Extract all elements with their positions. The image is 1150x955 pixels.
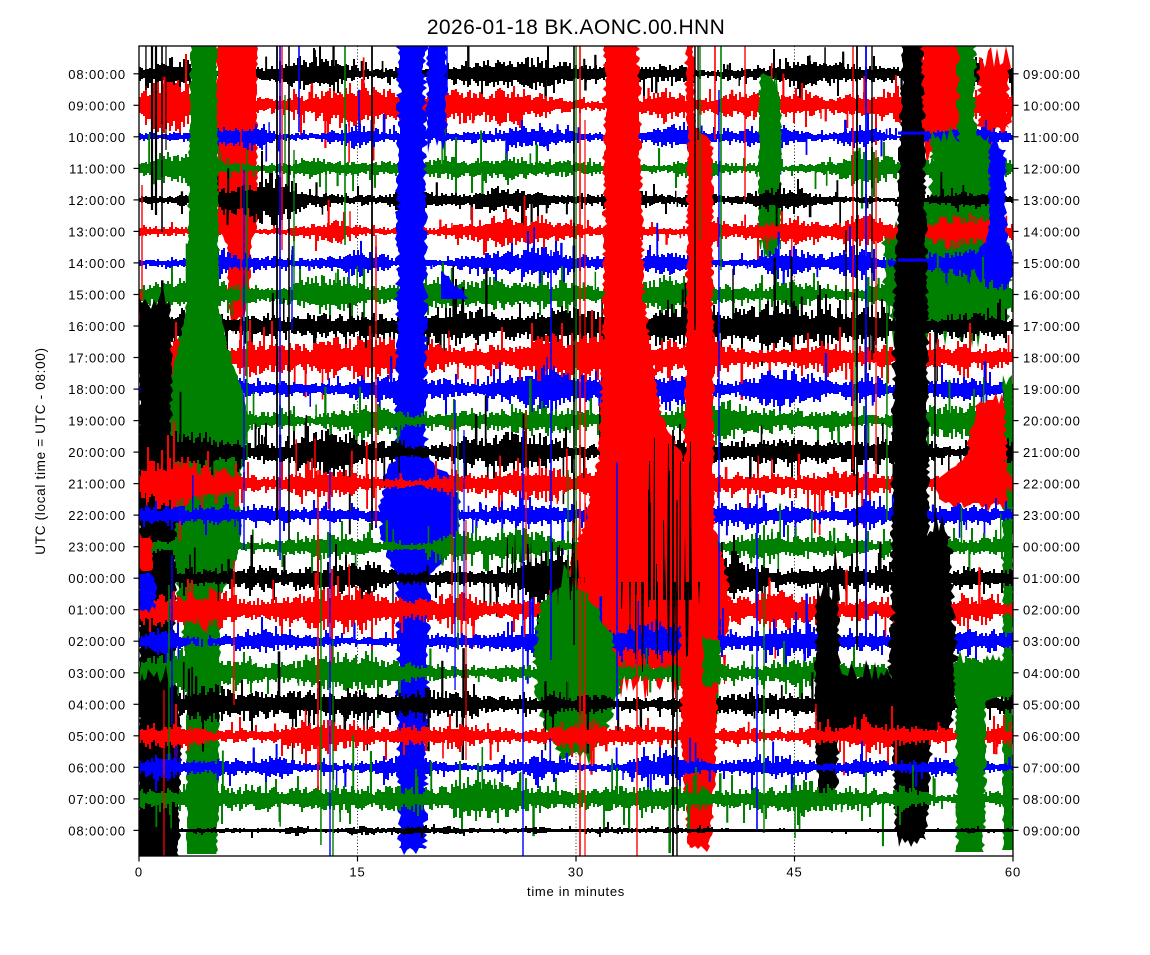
svg-text:06:00:00: 06:00:00	[1023, 729, 1081, 744]
svg-text:11:00:00: 11:00:00	[1023, 130, 1080, 145]
svg-text:01:00:00: 01:00:00	[68, 603, 126, 618]
svg-text:07:00:00: 07:00:00	[1023, 760, 1081, 775]
svg-text:06:00:00: 06:00:00	[68, 760, 126, 775]
svg-text:21:00:00: 21:00:00	[68, 477, 126, 492]
svg-text:13:00:00: 13:00:00	[1023, 193, 1081, 208]
svg-text:UTC (local time = UTC - 08:00): UTC (local time = UTC - 08:00)	[33, 347, 48, 554]
svg-text:17:00:00: 17:00:00	[1023, 319, 1081, 334]
svg-text:10:00:00: 10:00:00	[68, 130, 126, 145]
svg-text:17:00:00: 17:00:00	[68, 351, 126, 366]
svg-text:16:00:00: 16:00:00	[68, 319, 126, 334]
svg-text:09:00:00: 09:00:00	[1023, 823, 1081, 838]
svg-text:22:00:00: 22:00:00	[68, 508, 126, 523]
svg-text:0: 0	[135, 865, 143, 880]
svg-text:01:00:00: 01:00:00	[1023, 571, 1081, 586]
svg-text:23:00:00: 23:00:00	[68, 540, 126, 555]
svg-text:03:00:00: 03:00:00	[68, 666, 126, 681]
svg-text:18:00:00: 18:00:00	[1023, 351, 1081, 366]
svg-text:20:00:00: 20:00:00	[68, 445, 126, 460]
svg-text:19:00:00: 19:00:00	[68, 414, 126, 429]
svg-text:10:00:00: 10:00:00	[1023, 98, 1081, 113]
svg-text:08:00:00: 08:00:00	[68, 67, 126, 82]
svg-text:time in minutes: time in minutes	[527, 884, 625, 899]
svg-text:05:00:00: 05:00:00	[1023, 697, 1081, 712]
svg-text:45: 45	[786, 865, 802, 880]
svg-text:14:00:00: 14:00:00	[68, 256, 126, 271]
svg-text:30: 30	[568, 865, 584, 880]
svg-text:15:00:00: 15:00:00	[68, 288, 126, 303]
svg-text:19:00:00: 19:00:00	[1023, 382, 1081, 397]
svg-text:20:00:00: 20:00:00	[1023, 414, 1081, 429]
svg-text:09:00:00: 09:00:00	[68, 98, 126, 113]
svg-text:13:00:00: 13:00:00	[68, 224, 126, 239]
svg-text:22:00:00: 22:00:00	[1023, 477, 1081, 492]
svg-text:00:00:00: 00:00:00	[1023, 540, 1081, 555]
svg-text:21:00:00: 21:00:00	[1023, 445, 1081, 460]
svg-text:08:00:00: 08:00:00	[68, 823, 126, 838]
svg-text:07:00:00: 07:00:00	[68, 792, 126, 807]
svg-text:15:00:00: 15:00:00	[1023, 256, 1081, 271]
svg-text:02:00:00: 02:00:00	[1023, 603, 1081, 618]
svg-text:00:00:00: 00:00:00	[68, 571, 126, 586]
svg-text:14:00:00: 14:00:00	[1023, 224, 1081, 239]
svg-text:15: 15	[349, 865, 365, 880]
svg-text:08:00:00: 08:00:00	[1023, 792, 1081, 807]
svg-text:04:00:00: 04:00:00	[68, 697, 126, 712]
svg-text:16:00:00: 16:00:00	[1023, 288, 1081, 303]
svg-text:60: 60	[1005, 865, 1021, 880]
svg-text:2026-01-18 BK.AONC.00.HNN: 2026-01-18 BK.AONC.00.HNN	[427, 16, 725, 39]
svg-text:11:00:00: 11:00:00	[69, 161, 126, 176]
svg-text:12:00:00: 12:00:00	[1023, 161, 1081, 176]
svg-text:12:00:00: 12:00:00	[68, 193, 126, 208]
svg-text:09:00:00: 09:00:00	[1023, 67, 1081, 82]
svg-text:02:00:00: 02:00:00	[68, 634, 126, 649]
svg-text:04:00:00: 04:00:00	[1023, 666, 1081, 681]
svg-text:05:00:00: 05:00:00	[68, 729, 126, 744]
svg-text:03:00:00: 03:00:00	[1023, 634, 1081, 649]
svg-text:23:00:00: 23:00:00	[1023, 508, 1081, 523]
svg-text:18:00:00: 18:00:00	[68, 382, 126, 397]
